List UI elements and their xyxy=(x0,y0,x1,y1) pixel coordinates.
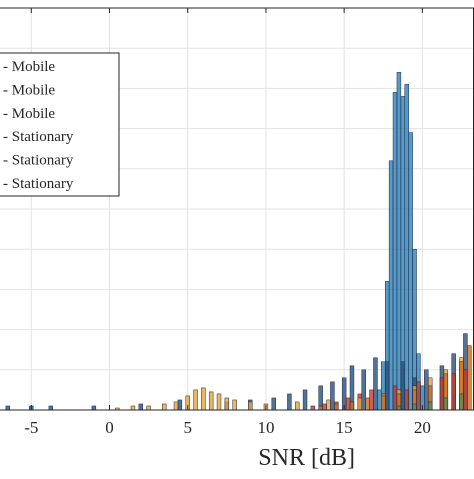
histogram-bar xyxy=(404,84,409,411)
histogram-bar xyxy=(310,405,316,411)
x-tick-label: -5 xyxy=(24,418,38,437)
x-tick-label: 15 xyxy=(336,418,353,437)
histogram-bar xyxy=(146,405,151,411)
x-tick-label: 5 xyxy=(183,418,192,437)
histogram-bar xyxy=(357,397,363,411)
histogram-bar xyxy=(459,393,464,411)
histogram-bar xyxy=(216,393,222,411)
histogram-bar xyxy=(392,385,398,411)
histogram-bar xyxy=(365,397,370,411)
legend-box xyxy=(0,52,120,197)
histogram-bar xyxy=(287,393,292,411)
legend-entry: - Mobile xyxy=(3,82,55,98)
histogram-bar xyxy=(162,403,167,411)
histogram-bar xyxy=(295,401,300,411)
histogram-bar xyxy=(177,399,183,411)
histogram-bar xyxy=(130,405,136,411)
histogram-bar xyxy=(396,72,402,411)
histogram-bar xyxy=(369,389,374,411)
legend-entry: - Mobile xyxy=(3,59,55,75)
histogram-bar xyxy=(322,403,327,411)
histogram-bar xyxy=(416,381,421,411)
legend-entry: - Stationary xyxy=(3,129,74,145)
histogram-bar xyxy=(193,389,198,411)
histogram-bar xyxy=(5,405,11,411)
histogram-bar xyxy=(271,397,276,411)
x-axis-title: SNR [dB] xyxy=(258,445,355,471)
histogram-bar xyxy=(48,405,54,411)
x-tick-labels: -5 0 5 10 15 20 xyxy=(24,8,431,437)
legend-entries: - Mobile - Mobile - Mobile - Stationary … xyxy=(3,59,74,192)
histogram-bar xyxy=(361,369,366,411)
histogram-bar xyxy=(318,405,323,411)
histogram-bar xyxy=(404,389,409,411)
histogram-bar xyxy=(208,391,214,411)
histogram-bar xyxy=(451,373,456,411)
histogram-bar xyxy=(91,405,97,411)
histogram-bar xyxy=(138,403,143,411)
legend-entry: - Stationary xyxy=(3,176,74,192)
histogram-bar xyxy=(388,160,394,411)
histogram-bar xyxy=(377,389,382,411)
histogram-bar xyxy=(400,361,406,411)
histogram-bar xyxy=(384,361,390,411)
series-bars-5 xyxy=(318,345,472,411)
histogram-bar xyxy=(334,403,339,411)
histogram-bar xyxy=(201,387,206,411)
histogram-bar xyxy=(412,403,417,411)
histogram-bar xyxy=(427,401,433,411)
legend-entry: - Mobile xyxy=(3,106,55,122)
x-tick-label: 20 xyxy=(414,418,431,437)
histogram-bar xyxy=(232,399,237,411)
histogram-bar xyxy=(248,401,253,411)
histogram-bar xyxy=(224,397,230,411)
legend-entry: - Stationary xyxy=(3,153,74,169)
x-tick-label: 10 xyxy=(257,418,274,437)
histogram-bars xyxy=(5,72,472,411)
series-bars-1 xyxy=(377,72,425,411)
histogram-bar xyxy=(396,405,402,411)
histogram-bar xyxy=(439,377,445,411)
histogram-bar xyxy=(463,369,468,411)
histogram-bar xyxy=(330,381,335,411)
histogram-bar xyxy=(408,132,413,411)
histogram-bar xyxy=(302,389,308,411)
legend: - Mobile - Mobile - Mobile - Stationary … xyxy=(0,52,120,197)
histogram-bar xyxy=(443,397,449,411)
x-tick-label: 0 xyxy=(105,418,114,437)
histogram-bar xyxy=(345,397,351,411)
histogram-bar xyxy=(392,92,398,411)
histogram-bar xyxy=(349,401,355,411)
histogram-bar xyxy=(326,399,331,411)
histogram-bar xyxy=(424,369,429,411)
histogram-bar xyxy=(381,395,386,411)
histogram-bar xyxy=(173,401,179,411)
histogram-bar xyxy=(373,357,378,411)
histogram-bar xyxy=(467,345,472,411)
